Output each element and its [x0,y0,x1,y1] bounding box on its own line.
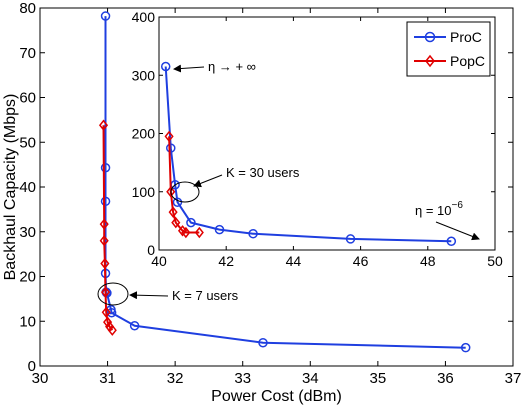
inset-y-tick-label: 400 [132,9,156,25]
inset-x-tick-label: 50 [487,253,503,269]
main-popc-point [103,316,113,328]
inset-x-tick-label: 46 [353,253,369,269]
inset-x-ticks: 40 42 44 46 48 50 [151,17,503,269]
main-y-tick-label: 50 [19,134,36,151]
inset-popc-point [171,216,181,229]
legend-proc-marker [424,31,436,43]
eta-min-arrow [435,221,480,241]
inset-popc-point [181,226,191,239]
inset-x-tick-label: 42 [218,253,234,269]
main-x-ticks: 30 31 32 33 34 35 36 37 [32,8,522,387]
main-proc-point [258,337,268,348]
legend-popc-label: PopC [450,53,485,69]
main-y-tick-label: 80 [19,0,36,17]
main-x-tick-label: 37 [505,370,522,387]
main-popc-point [100,257,110,270]
inset-popc-point [194,226,204,239]
main-y-tick-label: 10 [19,313,36,330]
inset-popc-point [168,206,178,218]
k30-annotation: K = 30 users [226,165,300,180]
inset-series [160,61,457,247]
k30-arrow [193,174,223,188]
k7-annotation: K = 7 users [172,288,239,303]
main-x-tick-label: 32 [167,370,184,387]
main-x-tick-label: 35 [370,370,387,387]
inset-proc-point [214,224,225,235]
inset-proc-point [172,197,183,207]
main-proc-point [129,320,140,331]
eta-inf-arrow [173,64,205,73]
k7-highlight-ellipse [97,282,129,306]
main-popc-point [100,286,111,298]
inset-proc-point [345,234,356,244]
main-popc-point [101,306,111,319]
main-proc-point [460,342,471,353]
inset-y-ticks: 0 100 200 300 400 [132,9,495,258]
main-y-axis-title: Backhaul Capacity (Mbps) [2,94,19,281]
main-y-tick-label: 40 [19,179,36,196]
inset-popc-point [166,186,176,198]
inset-proc-line [164,66,452,243]
main-x-axis-title: Power Cost (dBm) [211,388,342,405]
main-proc-line [104,16,466,349]
main-popc-point [107,324,117,336]
inset-x-tick-label: 48 [420,253,436,269]
inset-y-tick-label: 0 [147,242,155,258]
inset-y-tick-label: 200 [132,126,156,142]
main-y-tick-label: 20 [19,269,36,286]
main-proc-point [100,163,111,173]
inset-x-tick-label: 40 [151,253,167,269]
main-x-tick-label: 34 [302,370,319,387]
main-x-tick-label: 31 [99,370,116,387]
main-x-tick-label: 36 [437,370,454,387]
inset-proc-point [446,236,457,247]
k7-arrow [129,291,169,300]
main-x-tick-label: 30 [32,370,49,387]
legend: ProC PopC [406,21,491,77]
inset-y-tick-label: 100 [132,184,156,200]
legend-box [406,21,491,77]
inset-x-tick-label: 44 [286,253,302,269]
inset-proc-point [248,228,258,239]
main-y-ticks: 0 10 20 30 40 50 60 70 80 [19,0,513,375]
inset-popc-point [164,130,174,143]
eta-min-label: η = 10 [415,203,452,218]
main-popc-point [98,119,109,131]
main-series [98,11,471,353]
eta-min-exponent: −6 [452,200,464,211]
legend-popc-marker [425,54,435,68]
k30-highlight-ellipse [170,181,200,203]
inset-proc-point [166,143,176,153]
main-y-tick-label: 60 [19,90,36,107]
eta-inf-annotation: η → + ∞ [208,59,256,74]
main-x-tick-label: 33 [234,370,251,387]
main-proc-point [100,196,111,207]
main-y-tick-label: 70 [19,45,36,62]
inset-proc-point [186,217,196,228]
eta-min-annotation: η = 10−6 [415,200,463,218]
main-proc-point [106,307,117,318]
main-popc-point [99,234,109,247]
main-y-tick-label: 30 [19,224,36,241]
main-popc-point [99,218,109,230]
inset-y-tick-label: 300 [132,67,156,83]
main-proc-point [100,11,111,21]
inset-proc-point [160,61,171,72]
legend-proc-label: ProC [450,29,482,45]
main-y-tick-label: 0 [28,358,36,375]
inset-chart: 40 42 44 46 48 50 0 100 200 300 400 η → + ∞ K = 3… [132,9,503,269]
